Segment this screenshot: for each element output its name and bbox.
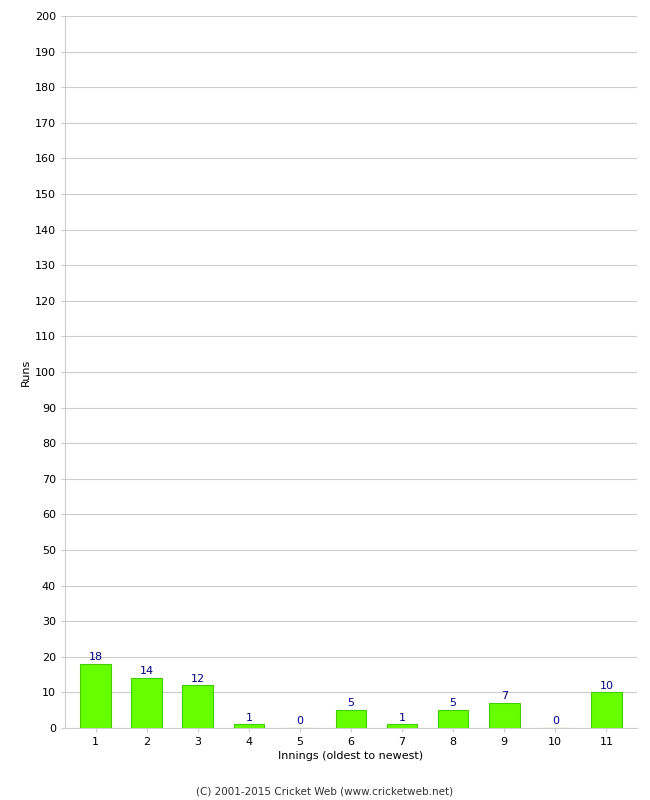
- Text: 12: 12: [190, 674, 205, 683]
- Text: 1: 1: [245, 713, 252, 722]
- Bar: [233, 725, 264, 728]
- Bar: [131, 678, 162, 728]
- Text: 1: 1: [398, 713, 406, 722]
- Text: 14: 14: [140, 666, 154, 676]
- Bar: [387, 725, 417, 728]
- Bar: [438, 710, 469, 728]
- Bar: [81, 664, 111, 728]
- Text: 5: 5: [450, 698, 457, 709]
- Text: 7: 7: [500, 691, 508, 702]
- Text: 10: 10: [599, 681, 614, 690]
- Bar: [591, 693, 621, 728]
- Text: 18: 18: [88, 652, 103, 662]
- Y-axis label: Runs: Runs: [21, 358, 31, 386]
- Text: 0: 0: [552, 716, 559, 726]
- Text: 5: 5: [348, 698, 354, 709]
- Text: 0: 0: [296, 716, 304, 726]
- Text: (C) 2001-2015 Cricket Web (www.cricketweb.net): (C) 2001-2015 Cricket Web (www.cricketwe…: [196, 786, 454, 796]
- Bar: [335, 710, 367, 728]
- Bar: [183, 686, 213, 728]
- X-axis label: Innings (oldest to newest): Innings (oldest to newest): [278, 751, 424, 761]
- Bar: [489, 703, 519, 728]
